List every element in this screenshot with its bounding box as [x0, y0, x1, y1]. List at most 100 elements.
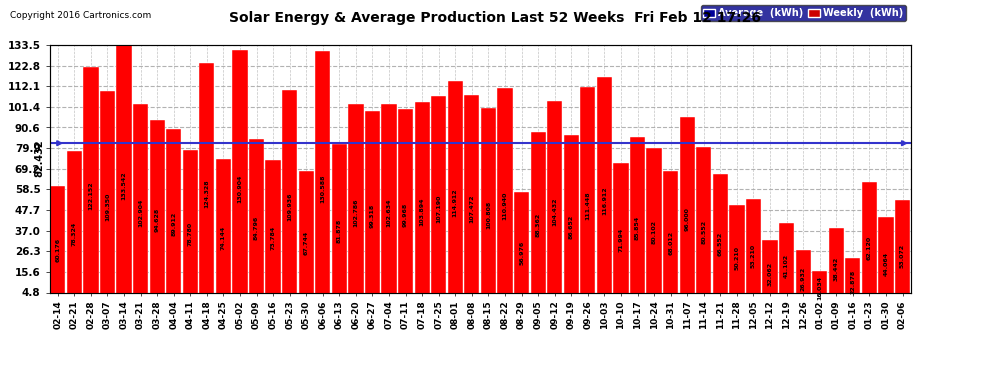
Text: 32.062: 32.062	[767, 262, 772, 286]
Bar	[83, 67, 99, 302]
Bar	[216, 159, 231, 302]
Text: 122.152: 122.152	[88, 182, 93, 210]
Text: 100.808: 100.808	[486, 200, 491, 229]
Text: 102.904: 102.904	[138, 198, 144, 227]
Bar	[447, 81, 463, 302]
Text: 53.210: 53.210	[751, 244, 756, 268]
Bar	[580, 87, 595, 302]
Text: 94.628: 94.628	[154, 208, 159, 232]
Text: Copyright 2016 Cartronics.com: Copyright 2016 Cartronics.com	[10, 11, 151, 20]
Bar	[149, 120, 164, 302]
Text: 80.102: 80.102	[651, 220, 656, 245]
Text: 85.854: 85.854	[635, 215, 640, 240]
Text: 99.318: 99.318	[370, 204, 375, 228]
Bar	[745, 200, 761, 302]
Bar	[282, 90, 297, 302]
Bar	[547, 101, 562, 302]
Text: 38.442: 38.442	[834, 256, 839, 280]
Text: 89.912: 89.912	[171, 212, 176, 236]
Text: 78.324: 78.324	[72, 222, 77, 246]
Bar	[861, 182, 877, 302]
Text: 26.932: 26.932	[801, 266, 806, 291]
Text: 109.936: 109.936	[287, 192, 292, 221]
Text: 102.786: 102.786	[353, 198, 358, 227]
Text: 53.072: 53.072	[900, 244, 905, 268]
Bar	[730, 205, 744, 302]
Bar	[679, 117, 695, 302]
Bar	[481, 108, 496, 302]
Bar	[630, 136, 645, 302]
Bar	[796, 250, 811, 302]
Bar	[779, 223, 794, 302]
Text: 50.210: 50.210	[735, 246, 740, 270]
Text: 84.796: 84.796	[254, 216, 259, 240]
Bar	[315, 51, 331, 302]
Bar	[66, 151, 82, 302]
Text: 80.552: 80.552	[701, 220, 706, 244]
Text: 103.894: 103.894	[420, 198, 425, 226]
Text: 133.542: 133.542	[122, 172, 127, 201]
Text: 86.652: 86.652	[568, 214, 574, 239]
Bar	[100, 92, 115, 302]
Bar	[497, 88, 513, 302]
Bar	[332, 144, 346, 302]
Bar	[895, 200, 910, 302]
Text: 81.878: 81.878	[337, 219, 342, 243]
Bar	[663, 171, 678, 302]
Bar	[398, 110, 413, 302]
Bar	[845, 258, 860, 302]
Bar	[50, 186, 65, 302]
Text: 74.144: 74.144	[221, 225, 226, 250]
Text: 99.968: 99.968	[403, 203, 408, 227]
Text: 102.634: 102.634	[386, 199, 392, 227]
Text: 68.012: 68.012	[668, 231, 673, 255]
Bar	[299, 171, 314, 302]
Bar	[646, 148, 661, 302]
Bar	[878, 217, 894, 302]
Bar	[117, 45, 132, 302]
Bar	[166, 129, 181, 302]
Text: Solar Energy & Average Production Last 52 Weeks  Fri Feb 12 17:26: Solar Energy & Average Production Last 5…	[229, 11, 761, 25]
Bar	[183, 150, 198, 302]
Bar	[696, 147, 712, 302]
Text: 111.448: 111.448	[585, 191, 590, 220]
Text: 71.994: 71.994	[619, 227, 624, 252]
Text: 110.940: 110.940	[503, 192, 508, 220]
Text: 62.120: 62.120	[867, 236, 872, 260]
Bar	[381, 104, 397, 302]
Bar	[563, 135, 579, 302]
Text: 73.784: 73.784	[270, 226, 275, 250]
Bar	[812, 271, 828, 302]
Bar	[713, 174, 728, 302]
Bar	[614, 163, 629, 302]
Bar	[248, 139, 264, 302]
Text: 114.912: 114.912	[452, 188, 457, 217]
Bar	[265, 160, 281, 302]
Text: 124.328: 124.328	[204, 180, 209, 209]
Text: 104.432: 104.432	[552, 197, 557, 226]
Bar	[464, 95, 479, 302]
Text: 109.350: 109.350	[105, 193, 110, 221]
Text: 66.552: 66.552	[718, 232, 723, 256]
Text: 130.904: 130.904	[238, 174, 243, 202]
Legend: Average  (kWh), Weekly  (kWh): Average (kWh), Weekly (kWh)	[701, 5, 906, 21]
Bar	[348, 104, 363, 302]
Text: 60.176: 60.176	[55, 238, 60, 262]
Bar	[365, 111, 380, 302]
Bar	[133, 104, 148, 302]
Text: 88.362: 88.362	[536, 213, 541, 237]
Text: 96.000: 96.000	[685, 207, 690, 231]
Bar	[199, 63, 215, 302]
Text: 107.472: 107.472	[469, 195, 474, 223]
Text: 41.102: 41.102	[784, 254, 789, 278]
Text: 44.064: 44.064	[883, 252, 888, 276]
Bar	[531, 132, 545, 302]
Bar	[514, 192, 530, 302]
Bar	[415, 102, 430, 302]
Bar	[597, 77, 612, 302]
Text: 67.744: 67.744	[304, 231, 309, 255]
Text: 16.034: 16.034	[817, 276, 823, 300]
Text: 107.190: 107.190	[437, 195, 442, 223]
Text: 130.588: 130.588	[321, 174, 326, 203]
Text: 116.912: 116.912	[602, 186, 607, 215]
